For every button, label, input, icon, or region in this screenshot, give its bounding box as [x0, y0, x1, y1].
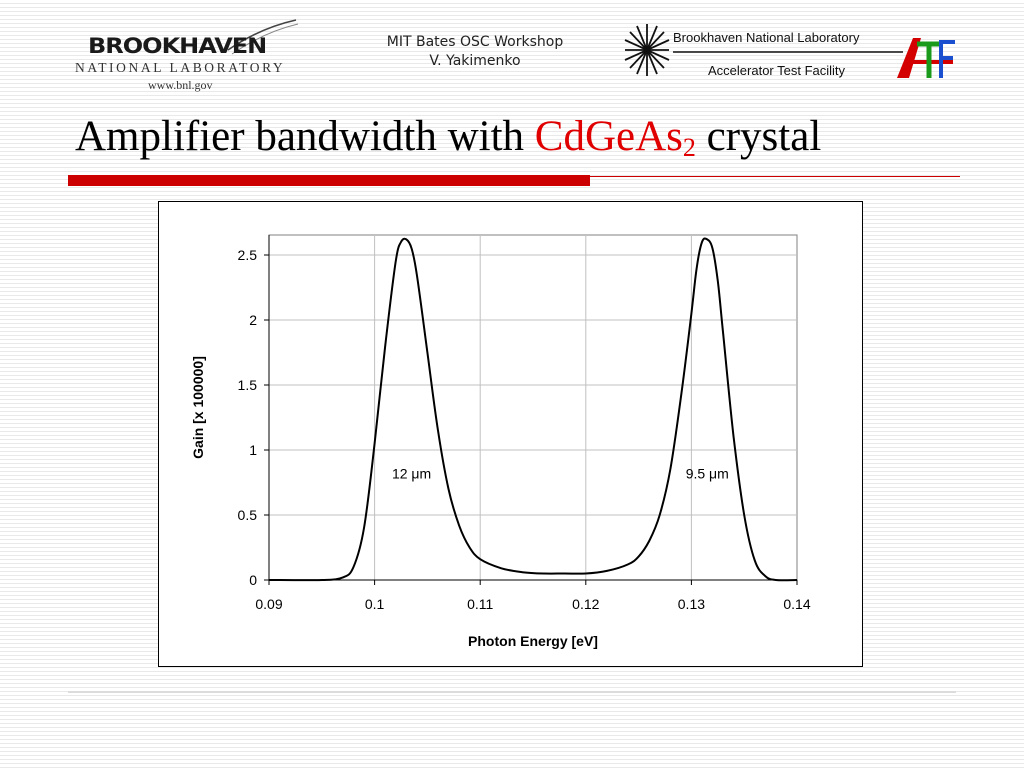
- x-axis-label: Photon Energy [eV]: [468, 633, 598, 649]
- bnl-logo: BROOKHAVEN NATIONAL LABORATORY www.bnl.g…: [70, 18, 300, 93]
- bnl-name: BROOKHAVEN: [88, 33, 267, 59]
- x-tick-label: 0.12: [572, 596, 599, 612]
- y-tick-label: 1: [249, 442, 257, 458]
- footer-rule: [68, 691, 956, 693]
- workshop-info: MIT Bates OSC Workshop V. Yakimenko: [345, 33, 605, 71]
- title-chem-formula: CdGeAs2: [534, 113, 696, 162]
- y-tick-label: 0.5: [238, 507, 258, 523]
- atf-lines-icon: [673, 51, 903, 53]
- author-name: V. Yakimenko: [429, 53, 521, 69]
- gain-series-line: [268, 237, 798, 582]
- x-tick-label: 0.09: [255, 596, 282, 612]
- y-tick-label: 1.5: [238, 377, 258, 393]
- title-text-pre: Amplifier bandwidth with: [75, 113, 535, 160]
- bnl-lab-text: NATIONAL LABORATORY: [75, 60, 286, 75]
- gain-chart: 0.09 0.1 0.11 0.12 0.13 0.14 0 0.5 1 1.5 2 2.5 12 μm…: [190, 234, 811, 649]
- bnl-url: www.bnl.gov: [148, 78, 213, 92]
- title-text-post: crystal: [695, 113, 822, 160]
- plot-area: [268, 234, 798, 581]
- slide-title: Amplifier bandwidth with CdGeAs2 crystal: [75, 112, 821, 161]
- y-tick-label: 0: [249, 572, 257, 588]
- x-tick-label: 0.11: [467, 596, 493, 612]
- title-underline-thin: [590, 176, 960, 177]
- atf-logo: Brookhaven National Laboratory Accelerat…: [615, 18, 960, 88]
- peak-annotation: 12 μm: [392, 466, 431, 482]
- atf-facility-name: Accelerator Test Facility: [708, 63, 846, 78]
- atf-lab-name: Brookhaven National Laboratory: [673, 30, 860, 45]
- x-tick-label: 0.13: [678, 596, 705, 612]
- y-tick-label: 2.5: [238, 247, 258, 263]
- title-chem-name: CdGeAs: [534, 113, 683, 160]
- title-underline-bar: [68, 175, 590, 186]
- workshop-title: MIT Bates OSC Workshop: [386, 34, 564, 50]
- peak-annotation: 9.5 μm: [686, 466, 729, 482]
- title-chem-subscript: 2: [682, 133, 696, 162]
- chart-frame: 0.09 0.1 0.11 0.12 0.13 0.14 0 0.5 1 1.5 2 2.5 12 μm…: [158, 201, 863, 667]
- y-tick-label: 2: [249, 312, 257, 328]
- starburst-icon: [624, 24, 670, 76]
- x-tick-label: 0.14: [783, 596, 810, 612]
- atf-letters-icon: [897, 38, 955, 78]
- bnl-swoosh-icon: [227, 19, 299, 55]
- x-tick-label: 0.1: [365, 596, 385, 612]
- y-axis-label: Gain [x 100000]: [190, 356, 206, 459]
